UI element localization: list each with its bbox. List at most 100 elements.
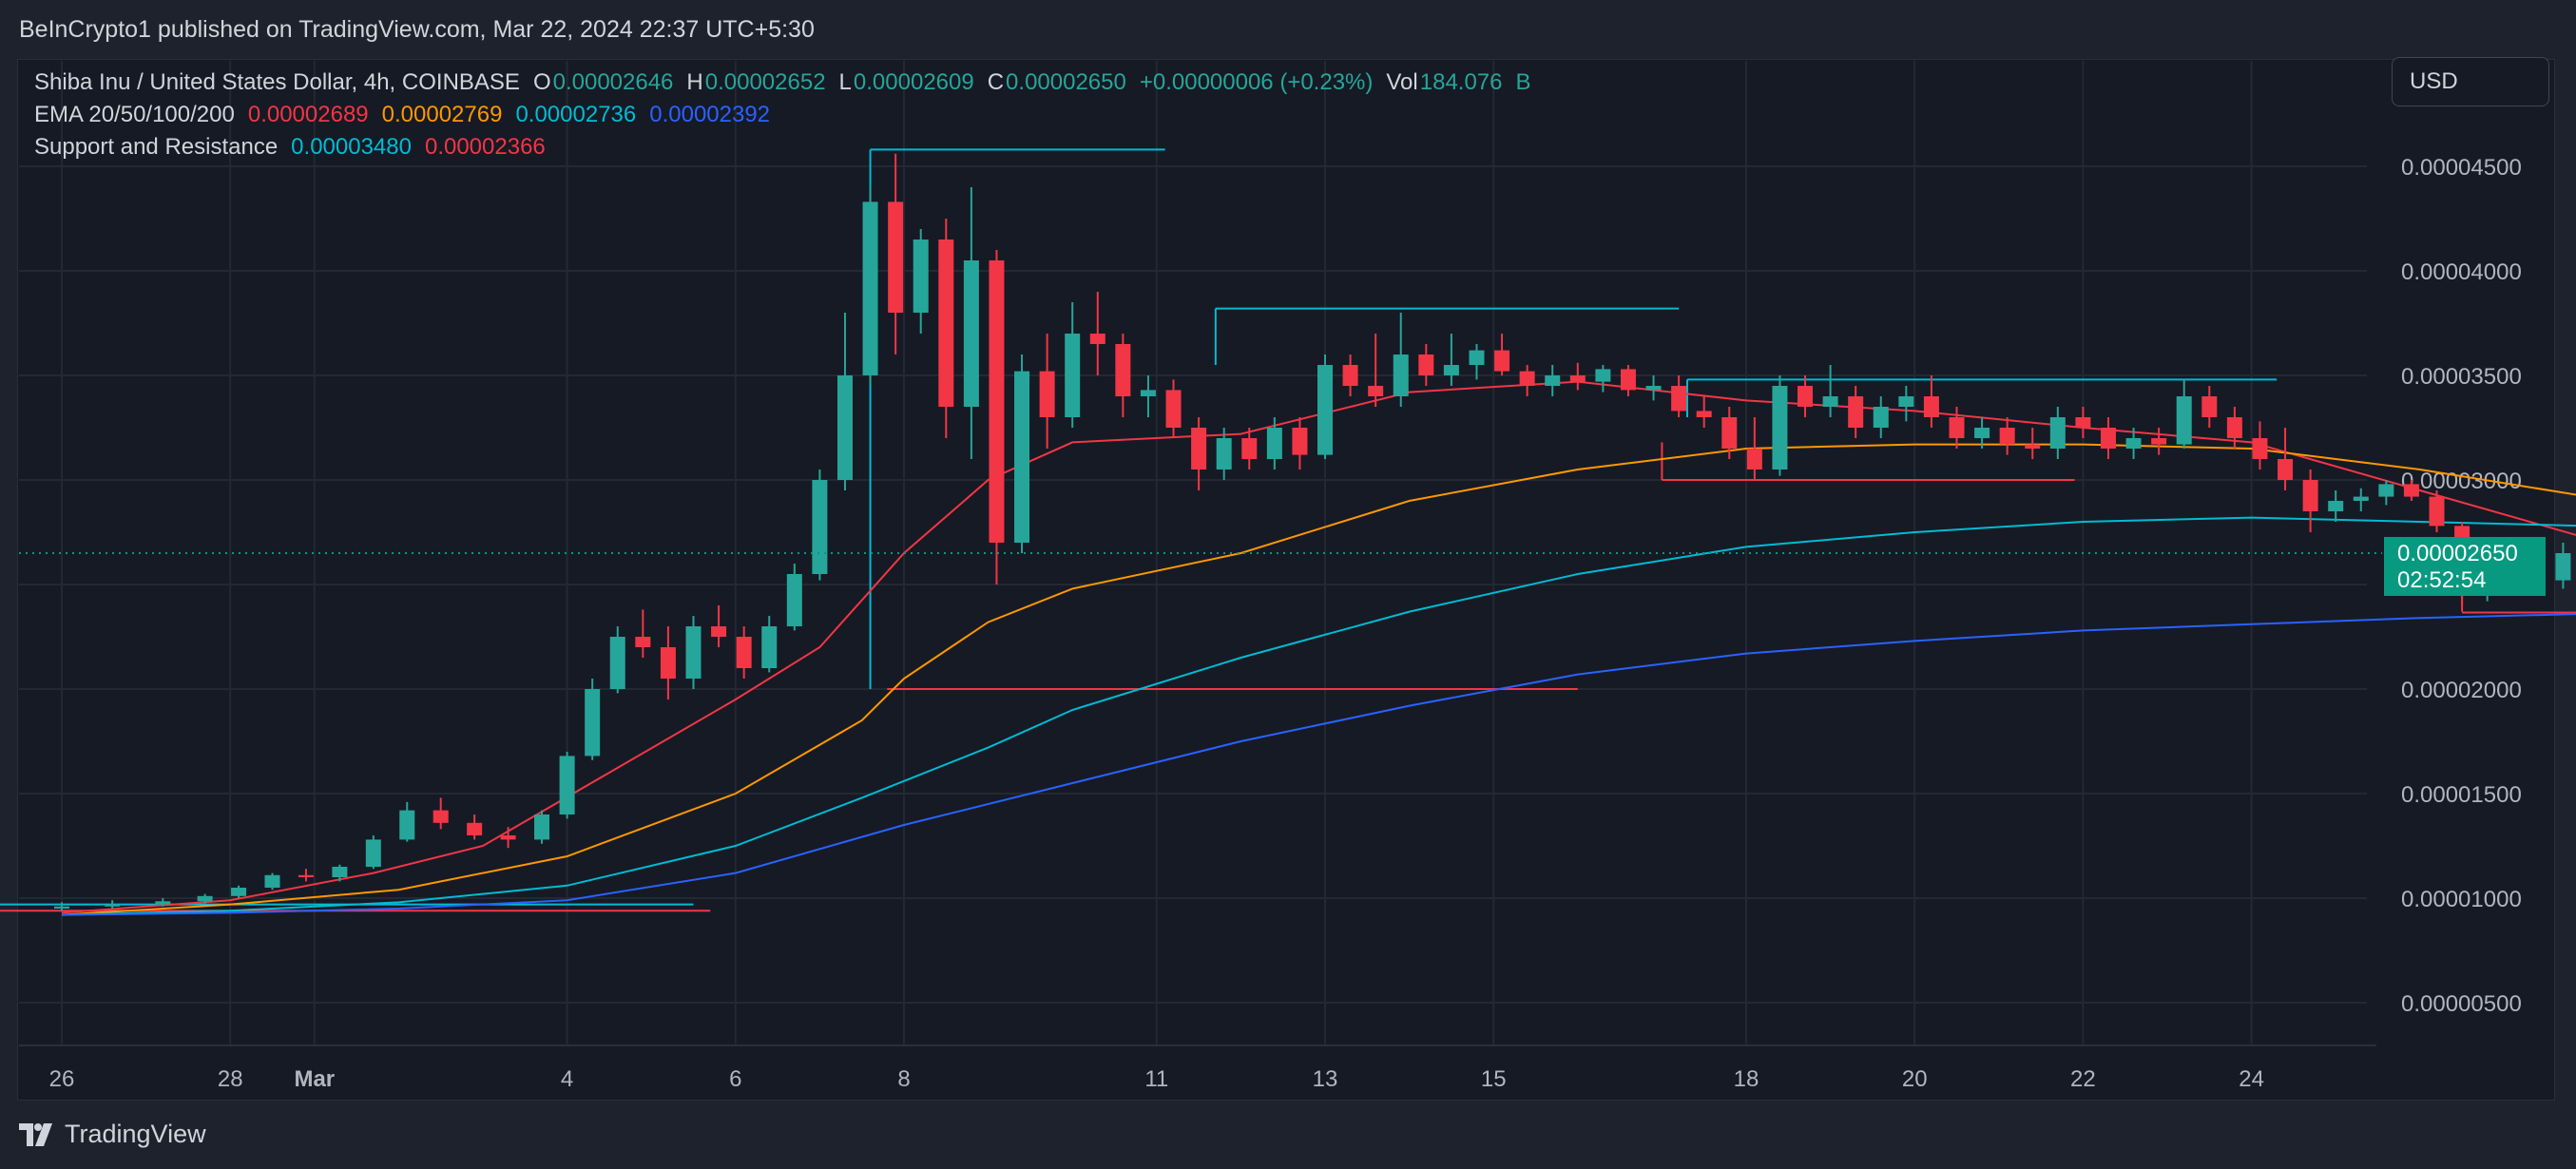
candle-up [2555, 553, 2571, 581]
ema50-value: 0.00002769 [381, 102, 503, 127]
ema-row: EMA 20/50/100/200 0.00002689 0.00002769 … [34, 99, 1545, 131]
price-tick-label: 0.00002000 [2401, 678, 2522, 703]
candle-up [1443, 365, 1459, 375]
sr-resistance-value: 0.00003480 [291, 134, 412, 160]
symbol-title[interactable]: Shiba Inu / United States Dollar, 4h, CO… [34, 69, 520, 95]
tradingview-logo[interactable]: TradingView [19, 1120, 206, 1149]
ema200-line [61, 613, 2576, 916]
candle-up [1317, 365, 1333, 455]
time-tick-label: 8 [897, 1066, 910, 1092]
candle-down [1494, 350, 1510, 372]
volume-value: 184.076 [1419, 69, 1503, 95]
chart-pane[interactable] [17, 59, 2555, 1101]
candle-up [559, 756, 575, 814]
candle-up [264, 874, 280, 888]
candle-down [1368, 386, 1384, 396]
candle-down [1115, 344, 1131, 396]
sr-support-value: 0.00002366 [424, 134, 546, 160]
candle-up [105, 904, 121, 907]
candle-up [2176, 396, 2192, 445]
chart-legend: Shiba Inu / United States Dollar, 4h, CO… [34, 67, 1545, 163]
low-key: L [838, 69, 852, 95]
time-tick-label: 4 [561, 1066, 573, 1092]
candle-down [2278, 459, 2294, 480]
candle-up [1216, 438, 1232, 470]
candle-up [155, 901, 171, 905]
candle-down [1848, 396, 1864, 428]
candle-up [1266, 428, 1282, 459]
candle-up [862, 201, 878, 375]
candle-down [298, 874, 314, 877]
candle-down [433, 810, 449, 823]
currency-button[interactable]: USD [2392, 57, 2549, 106]
candle-down [1671, 386, 1687, 412]
ema20-value: 0.00002689 [247, 102, 369, 127]
candle-down [1418, 355, 1434, 375]
candle-down [1949, 417, 1965, 438]
time-tick-label: 28 [218, 1066, 243, 1092]
candle-down [2025, 444, 2041, 449]
change-value: +0.00000006 (+0.23%) [1139, 69, 1374, 95]
time-tick-label: 26 [49, 1066, 75, 1092]
candle-up [1645, 386, 1662, 391]
sr-row: Support and Resistance 0.00003480 0.0000… [34, 131, 1545, 163]
bar-countdown: 02:52:54 [2397, 567, 2487, 593]
sr-indicator-label[interactable]: Support and Resistance [34, 134, 279, 160]
candle-up [1014, 371, 1030, 543]
candle-down [500, 835, 516, 840]
candle-up [197, 895, 213, 902]
candle-down [1696, 411, 1712, 417]
price-tick-label: 0.00003500 [2401, 364, 2522, 390]
time-tick-label: 11 [1144, 1066, 1168, 1092]
candle-down [1292, 428, 1308, 455]
candle-down [1721, 417, 1738, 449]
current-price-label: 0.00002650 [2397, 541, 2518, 566]
candle-up [2328, 501, 2344, 511]
candle-down [2302, 480, 2318, 511]
candle-up [399, 810, 415, 840]
close-value: 0.00002650 [1006, 69, 1126, 95]
tradingview-logo-icon [19, 1122, 52, 1146]
candle-up [1545, 375, 1561, 386]
time-tick-label: 20 [1902, 1066, 1928, 1092]
candle-down [1191, 428, 1207, 470]
time-tick-label: 24 [2239, 1066, 2264, 1092]
candle-up [609, 637, 625, 689]
candle-down [467, 822, 483, 835]
price-tick-label: 0.00004500 [2401, 155, 2522, 181]
time-tick-label: 15 [1481, 1066, 1507, 1092]
ema-indicator-label[interactable]: EMA 20/50/100/200 [34, 102, 235, 127]
candle-up [2049, 417, 2066, 449]
candle-down [1620, 369, 1636, 391]
candle-down [938, 240, 954, 407]
time-tick-label: 22 [2070, 1066, 2096, 1092]
candle-up [534, 814, 550, 840]
open-value: 0.00002646 [552, 69, 674, 95]
price-tick-label: 0.00000500 [2401, 991, 2522, 1017]
low-value: 0.00002609 [853, 69, 974, 95]
ema200-value: 0.00002392 [649, 102, 771, 127]
candle-up [1393, 355, 1409, 396]
candle-down [1519, 371, 1535, 386]
candle-up [685, 626, 702, 679]
candle-down [711, 626, 727, 637]
candle-up [365, 839, 381, 867]
candle-down [2201, 396, 2218, 417]
time-tick-label: 13 [1313, 1066, 1338, 1092]
candle-up [2125, 438, 2142, 449]
candle-up [786, 574, 802, 626]
time-tick-label: 6 [729, 1066, 741, 1092]
candle-up [1469, 350, 1485, 365]
price-tick-label: 0.00001000 [2401, 887, 2522, 912]
candle-down [1342, 365, 1358, 386]
candle-up [963, 260, 979, 407]
candle-down [660, 647, 676, 679]
candle-down [2252, 438, 2268, 459]
publish-bar: BeInCrypto1 published on TradingView.com… [0, 0, 2576, 59]
ema100-line [61, 516, 2576, 916]
candle-down [736, 637, 752, 668]
candle-up [332, 867, 348, 877]
candle-up [1065, 334, 1081, 417]
candle-down [1039, 371, 1055, 417]
